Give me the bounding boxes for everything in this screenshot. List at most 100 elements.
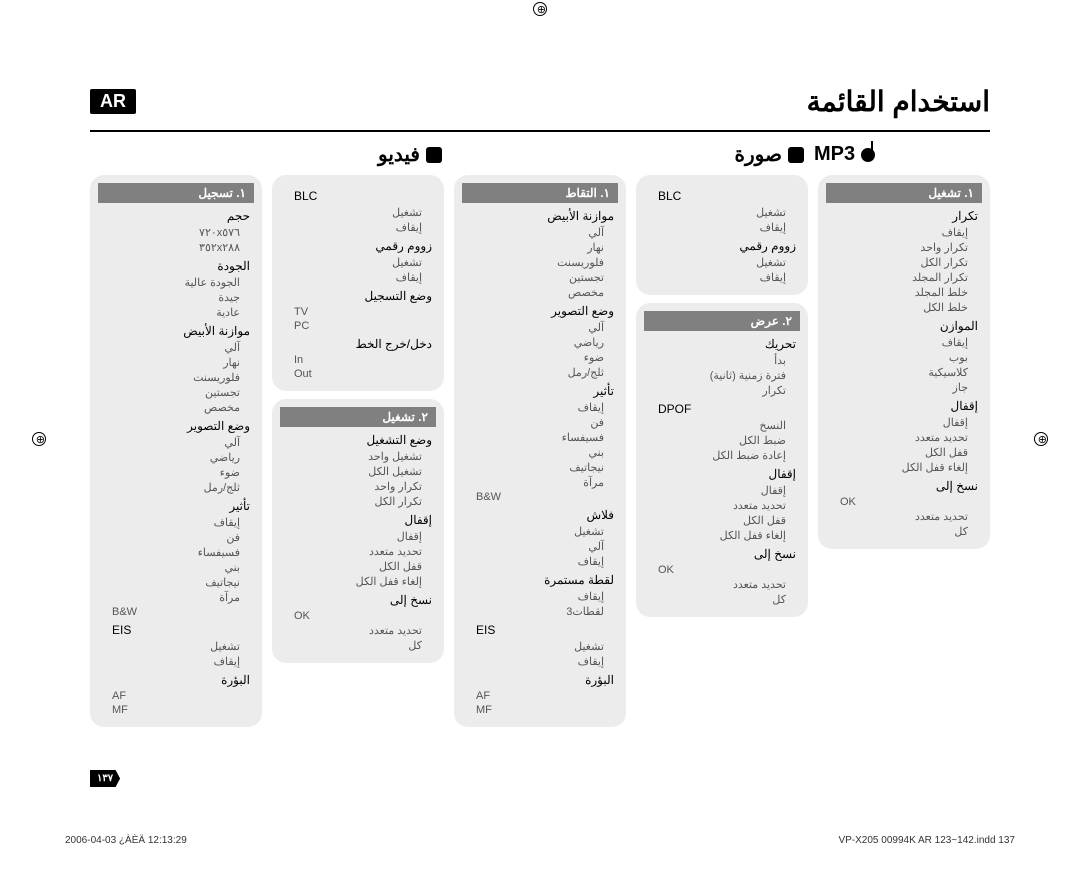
list-item: إيقاف	[466, 589, 614, 604]
list-item: إيقاف	[466, 554, 614, 569]
group-label: زووم رقمي	[648, 239, 796, 253]
divider	[90, 130, 990, 132]
col-mp3: ١. تشغيل تكرار إيقاف تكرار واحد تكرار ال…	[818, 175, 990, 727]
list-item: تشغيل	[648, 205, 796, 220]
list-item: نهار	[102, 355, 250, 370]
list-item: تجستين	[466, 270, 614, 285]
list-item: جيدة	[102, 290, 250, 305]
list-item: مخصص	[466, 285, 614, 300]
group-label: موازنة الأبيض	[102, 324, 250, 338]
list-item: إيقاف	[648, 270, 796, 285]
list-item: بني	[102, 560, 250, 575]
list-item: إيقاف	[284, 270, 432, 285]
card-photo-capture: ١. التقاط موازنة الأبيض آلي نهار فلوريسن…	[454, 175, 626, 727]
group-label: الموازن	[830, 319, 978, 333]
group-label: البؤرة	[102, 673, 250, 687]
group-label: إقفال	[284, 513, 432, 527]
group-label: BLC	[284, 189, 432, 203]
card-photo-view: ٢. عرض تحريك بدأ فترة زمنية (ثانية) تكرا…	[636, 303, 808, 617]
group-label: BLC	[648, 189, 796, 203]
list-item: إلغاء قفل الكل	[830, 460, 978, 475]
list-item: إيقاف	[830, 225, 978, 240]
list-item: مرآة	[466, 475, 614, 490]
card-video-rec: ١. تسجيل حجم ٧٢٠x٥٧٦ ٣٥٢x٢٨٨ الجودة الجو…	[90, 175, 262, 727]
list-item: ٣٥٢x٢٨٨	[102, 240, 250, 255]
list-item: إلغاء قفل الكل	[284, 574, 432, 589]
list-item: نيجاتيف	[102, 575, 250, 590]
crop-mark-right: ⊕	[1034, 432, 1048, 446]
list-item: رياضي	[102, 450, 250, 465]
list-item: إيقاف	[466, 400, 614, 415]
list-item: إقفال	[830, 415, 978, 430]
card-title: ١. التقاط	[462, 183, 618, 203]
list-item: نهار	[466, 240, 614, 255]
list-item: نيجاتيف	[466, 460, 614, 475]
group-label: نسخ إلى	[830, 479, 978, 493]
list-item: تشغيل واحد	[284, 449, 432, 464]
list-item: ٧٢٠x٥٧٦	[102, 225, 250, 240]
card-title: ٢. تشغيل	[280, 407, 436, 427]
col-video-play: BLC تشغيل إيقاف زووم رقمي تشغيل إيقاف وض…	[272, 175, 444, 727]
list-item: تحديد متعدد	[648, 498, 796, 513]
group-label: موازنة الأبيض	[466, 209, 614, 223]
footer-file: VP-X205 00994K AR 123~142.indd 137	[838, 835, 1015, 846]
section-video-label: فيديو	[378, 142, 420, 167]
list-item: ضوء	[466, 350, 614, 365]
section-mp3-label: MP3	[814, 143, 855, 166]
list-item: B&W	[466, 490, 614, 504]
section-mp3: MP3	[814, 142, 990, 167]
list-item: بوب	[830, 350, 978, 365]
header-row: استخدام القائمة AR	[90, 85, 990, 118]
list-item: النسخ	[648, 418, 796, 433]
list-item: فلوريسنت	[466, 255, 614, 270]
list-item: إعادة ضبط الكل	[648, 448, 796, 463]
list-item: تشغيل	[648, 255, 796, 270]
list-item: آلي	[466, 539, 614, 554]
list-item: تحديد متعدد	[830, 509, 978, 524]
list-item: AF	[102, 689, 250, 703]
list-item: آلي	[102, 435, 250, 450]
group-label: إقفال	[648, 467, 796, 481]
section-headers: فيديو صورة MP3	[90, 142, 990, 167]
group-label: البؤرة	[466, 673, 614, 687]
group-label: وضع التسجيل	[284, 289, 432, 303]
list-item: تشغيل	[284, 255, 432, 270]
card-video-play: ٢. تشغيل وضع التشغيل تشغيل واحد تشغيل ال…	[272, 399, 444, 663]
list-item: تكرار الكل	[830, 255, 978, 270]
group-label: وضع التشغيل	[284, 433, 432, 447]
list-item: تشغيل	[466, 524, 614, 539]
group-label: DPOF	[648, 402, 796, 416]
list-item: تشغيل	[102, 639, 250, 654]
group-label: تأثير	[102, 499, 250, 513]
list-item: فترة زمنية (ثانية)	[648, 368, 796, 383]
list-item: ضبط الكل	[648, 433, 796, 448]
list-item: تشغيل	[284, 205, 432, 220]
page-title: استخدام القائمة	[807, 85, 990, 118]
list-item: قفل الكل	[648, 513, 796, 528]
video-icon	[426, 147, 442, 163]
list-item: فسيفساء	[102, 545, 250, 560]
section-photo-label: صورة	[735, 142, 782, 167]
list-item: آلي	[466, 225, 614, 240]
list-item: كلاسيكية	[830, 365, 978, 380]
col-video-rec: ١. تسجيل حجم ٧٢٠x٥٧٦ ٣٥٢x٢٨٨ الجودة الجو…	[90, 175, 262, 727]
list-item: OK	[830, 495, 978, 509]
list-item: إلغاء قفل الكل	[648, 528, 796, 543]
list-item: AF	[466, 689, 614, 703]
group-label: تحريك	[648, 337, 796, 351]
list-item: مرآة	[102, 590, 250, 605]
group-label: تأثير	[466, 384, 614, 398]
photo-icon	[788, 147, 804, 163]
list-item: تشغيل	[466, 639, 614, 654]
footer-timestamp: 2006-04-03 ¿ÀÈÄ 12:13:29	[65, 835, 187, 846]
card-video-blc: BLC تشغيل إيقاف زووم رقمي تشغيل إيقاف وض…	[272, 175, 444, 391]
col-photo-capture: ١. التقاط موازنة الأبيض آلي نهار فلوريسن…	[454, 175, 626, 727]
list-item: إيقاف	[102, 515, 250, 530]
list-item: Out	[284, 367, 432, 381]
list-item: تجستين	[102, 385, 250, 400]
list-item: تكرار	[648, 383, 796, 398]
group-label: وضع التصوير	[466, 304, 614, 318]
crop-mark-left: ⊕	[32, 432, 46, 446]
group-label: EIS	[466, 623, 614, 637]
card-mp3-play: ١. تشغيل تكرار إيقاف تكرار واحد تكرار ال…	[818, 175, 990, 549]
